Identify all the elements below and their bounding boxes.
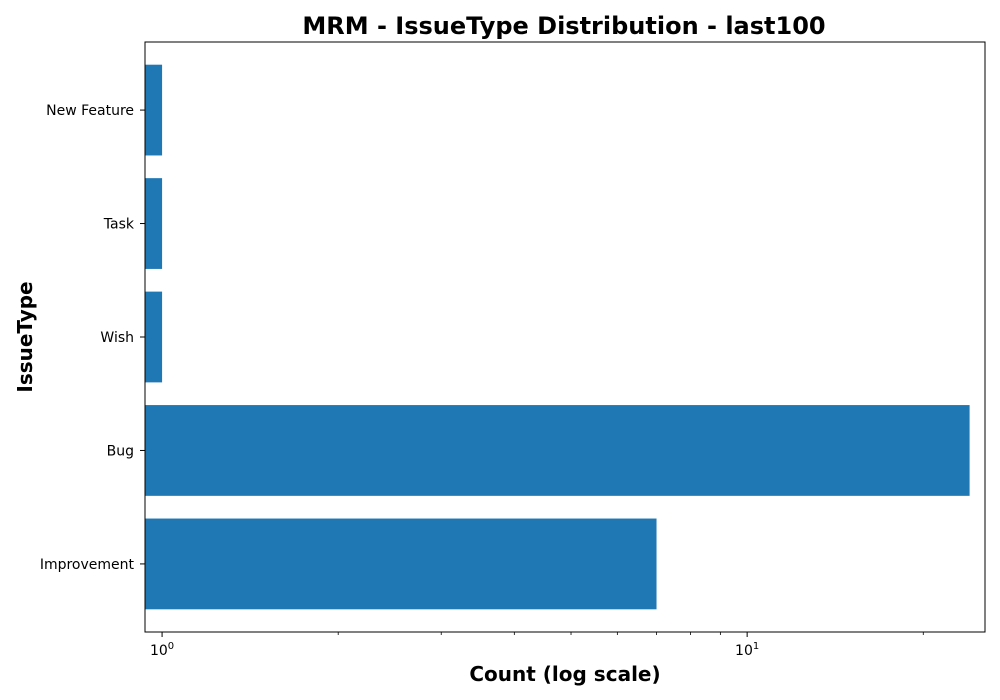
x-tick-label: 100 — [150, 641, 174, 659]
x-axis-label: Count (log scale) — [469, 662, 660, 686]
y-tick-label-bug: Bug — [107, 443, 134, 459]
chart-title: MRM - IssueType Distribution - last100 — [302, 12, 825, 40]
y-axis-label: IssueType — [13, 281, 37, 392]
y-tick-label-improvement: Improvement — [40, 557, 135, 573]
y-tick-label-wish: Wish — [100, 330, 134, 346]
bar-task — [145, 178, 163, 269]
x-tick-label: 101 — [735, 641, 759, 659]
y-tick-label-new-feature: New Feature — [46, 103, 134, 119]
bar-new-feature — [145, 64, 163, 156]
bar-improvement — [145, 518, 657, 610]
bar-bug — [145, 405, 970, 496]
x-ticks-layer: 100 101 — [150, 632, 924, 659]
y-ticks-layer: Improvement Bug Wish Task New Feature — [40, 103, 145, 573]
bars-layer — [145, 64, 970, 610]
plot-area-frame — [144, 41, 986, 633]
y-tick-label-task: Task — [103, 217, 135, 233]
bar-wish — [145, 291, 163, 383]
